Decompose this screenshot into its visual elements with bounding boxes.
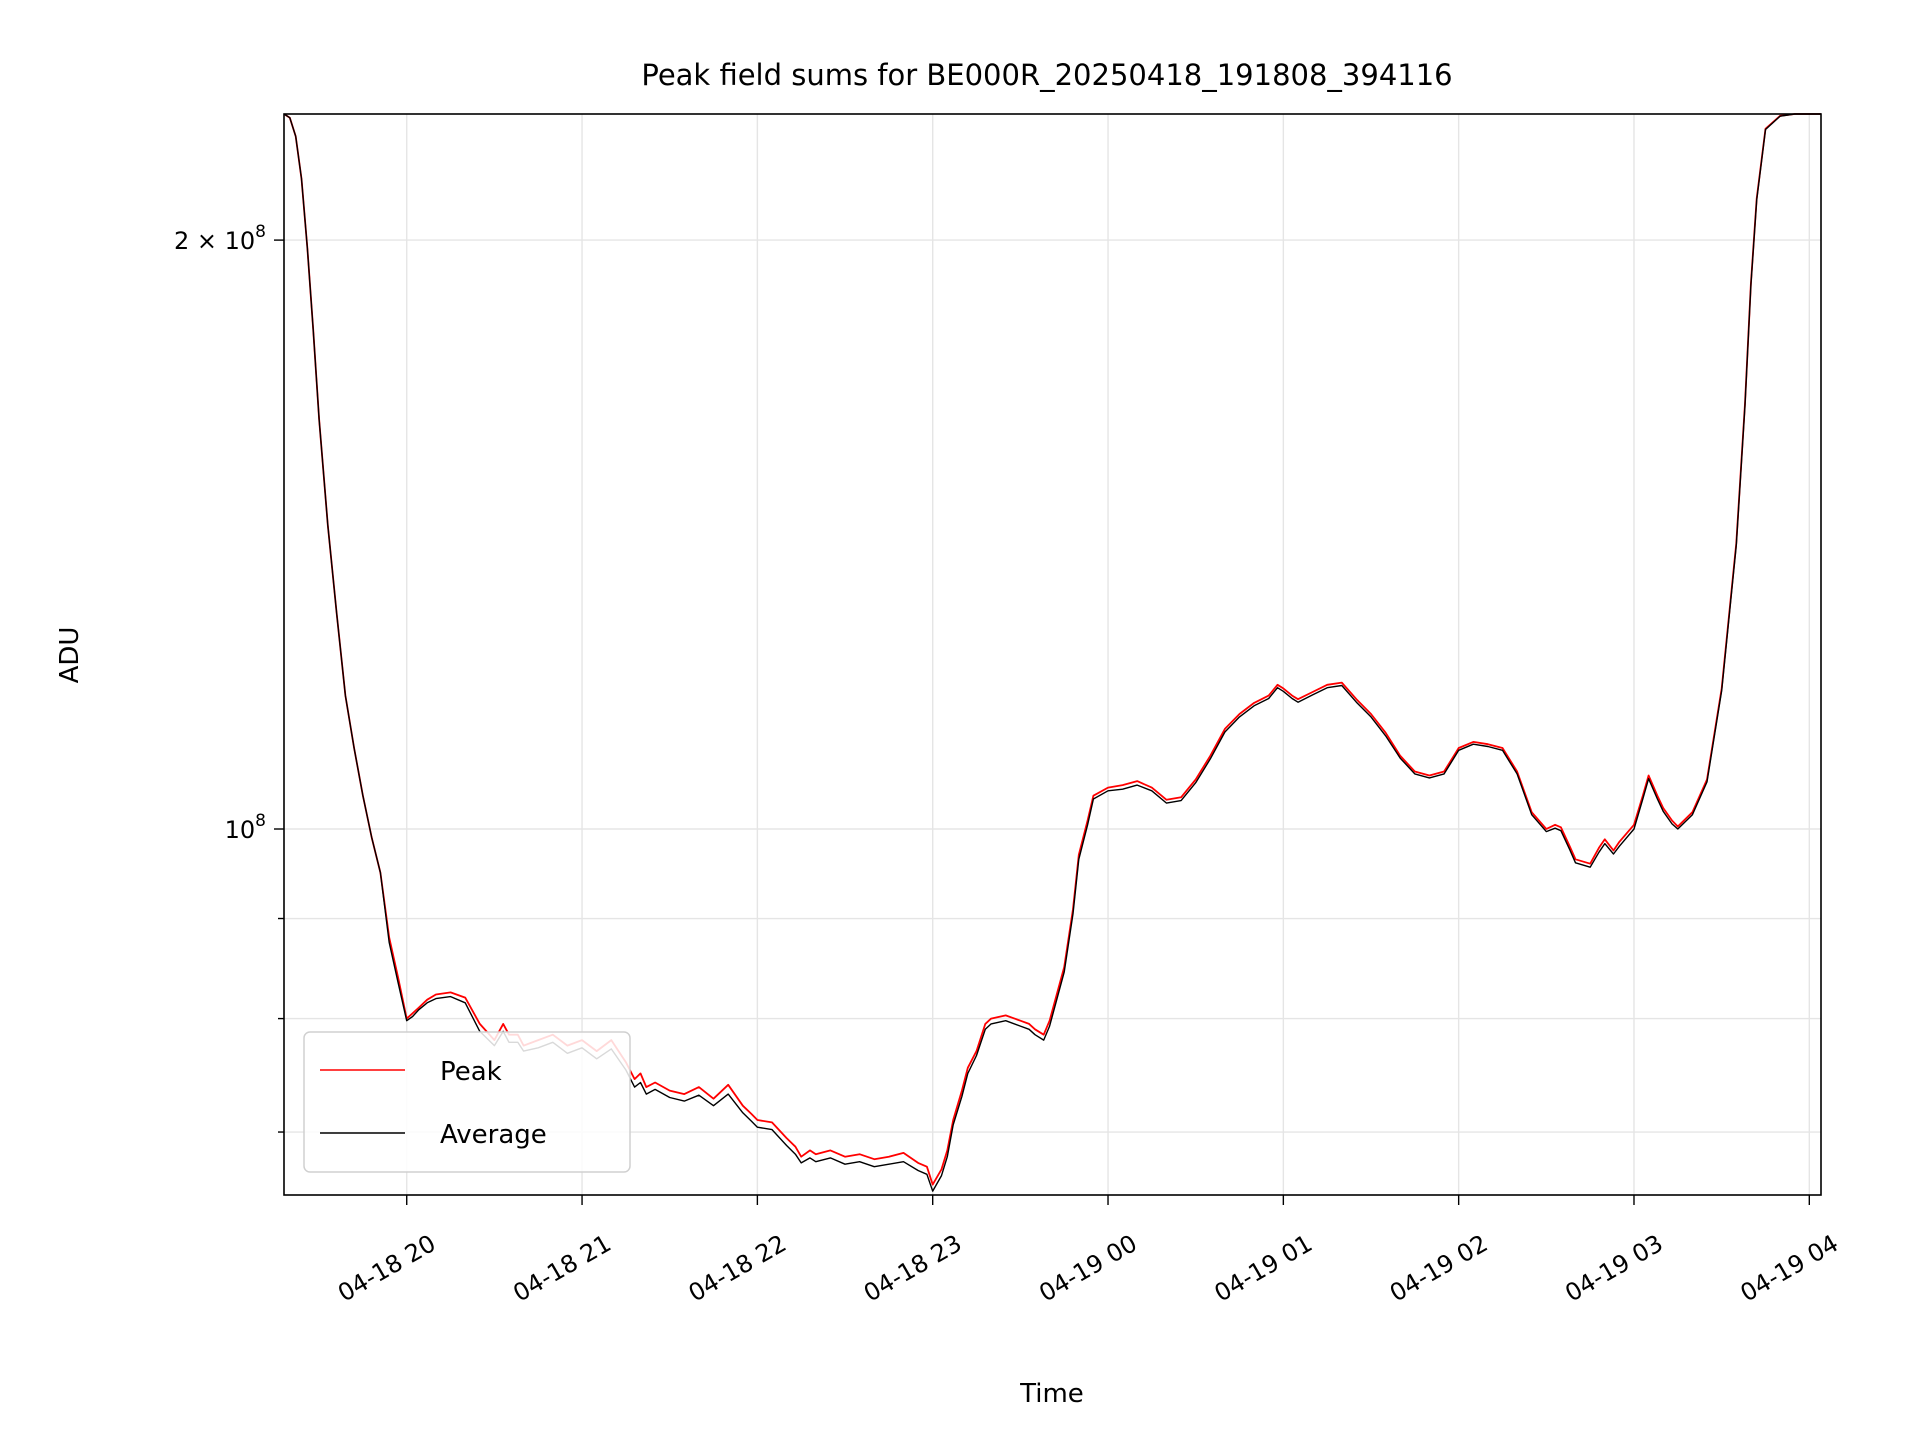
legend-label-average: Average xyxy=(440,1120,547,1150)
legend-label-peak: Peak xyxy=(440,1057,502,1087)
y-tick-label: 2 × 108 xyxy=(174,222,266,255)
x-tick-label: 04-18 22 xyxy=(684,1229,791,1307)
x-axis-label: Time xyxy=(1019,1379,1084,1409)
y-tick-label: 108 xyxy=(225,811,266,844)
x-tick-label: 04-19 01 xyxy=(1210,1229,1317,1307)
x-axis: 04-18 20 04-18 21 04-18 22 04-18 23 04-19 00… xyxy=(333,1195,1843,1307)
plot-frame xyxy=(283,113,1822,1196)
y-axis: 108 2 × 108 xyxy=(174,222,284,1133)
legend: Peak Average xyxy=(303,1031,631,1173)
legend-box xyxy=(303,1031,631,1173)
plot-area xyxy=(283,113,1821,1192)
series-line-peak xyxy=(283,113,1821,1186)
series-line-average xyxy=(283,113,1821,1192)
x-tick-label: 04-19 03 xyxy=(1560,1229,1667,1307)
x-tick-label: 04-18 21 xyxy=(508,1229,615,1307)
x-tick-label: 04-19 04 xyxy=(1736,1229,1843,1307)
x-tick-label: 04-18 23 xyxy=(859,1229,966,1307)
y-axis-label: ADU xyxy=(55,627,85,684)
x-tick-label: 04-18 20 xyxy=(333,1229,440,1307)
x-tick-label: 04-19 00 xyxy=(1034,1229,1141,1307)
grid xyxy=(284,114,1821,1195)
x-tick-label: 04-19 02 xyxy=(1385,1229,1492,1307)
chart-title: Peak field sums for BE000R_20250418_1918… xyxy=(641,58,1452,92)
